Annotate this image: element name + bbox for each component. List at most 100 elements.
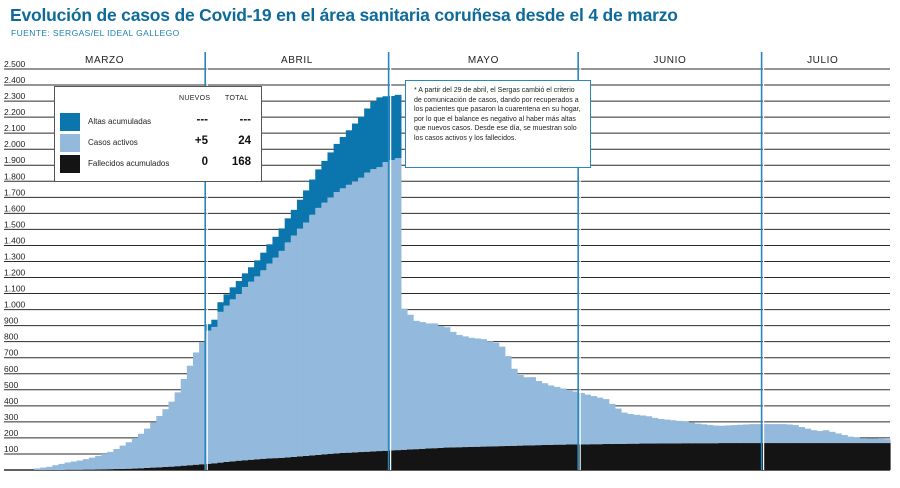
bar-fallecidos bbox=[119, 468, 127, 470]
bar-altas bbox=[290, 209, 298, 236]
bar-activos bbox=[400, 308, 408, 450]
bar-activos bbox=[76, 460, 84, 470]
bar-activos bbox=[351, 181, 359, 453]
legend-col-new: NUEVOS bbox=[179, 95, 211, 102]
bar-fallecidos bbox=[559, 444, 567, 470]
bar-activos bbox=[339, 188, 347, 453]
bar-activos bbox=[462, 336, 469, 448]
bar-activos bbox=[150, 422, 157, 468]
y-axis: 100 200 300 400 500 600 700 800 900 1.000 1.100 1.2… bbox=[4, 59, 26, 454]
y-tick-label: 2.400 bbox=[4, 75, 26, 85]
bar-activos bbox=[572, 391, 579, 445]
legend-box: NUEVOS TOTAL Altas acumuladas --- --- Ca… bbox=[54, 86, 262, 182]
bar-activos bbox=[792, 425, 799, 444]
data-bars bbox=[34, 94, 891, 470]
bar-activos bbox=[443, 327, 451, 448]
bar-fallecidos bbox=[700, 443, 708, 470]
legend-label-fallecidos: Fallecidos acumulados bbox=[88, 159, 170, 168]
bar-activos bbox=[749, 424, 757, 444]
bar-activos bbox=[333, 192, 341, 454]
bar-activos bbox=[437, 325, 445, 448]
bar-fallecidos bbox=[309, 455, 316, 470]
bar-fallecidos bbox=[113, 469, 121, 470]
bar-fallecidos bbox=[370, 451, 377, 470]
bar-fallecidos bbox=[510, 445, 518, 470]
bar-activos bbox=[241, 286, 249, 461]
bar-fallecidos bbox=[620, 443, 628, 470]
legend-row-activos: Casos activos +5 24 bbox=[55, 134, 261, 152]
legend-total-activos: 24 bbox=[238, 135, 251, 147]
y-tick-label: 2.000 bbox=[4, 139, 26, 149]
bar-fallecidos bbox=[321, 454, 329, 470]
bar-fallecidos bbox=[339, 452, 347, 470]
bar-activos bbox=[663, 419, 671, 444]
bar-activos bbox=[82, 459, 90, 470]
bar-fallecidos bbox=[676, 443, 683, 470]
bar-fallecidos bbox=[101, 469, 108, 470]
bar-altas bbox=[272, 236, 280, 258]
bar-activos bbox=[834, 433, 842, 444]
bar-activos bbox=[498, 346, 506, 447]
bar-activos bbox=[284, 242, 292, 458]
bar-activos bbox=[620, 412, 628, 444]
bar-activos bbox=[767, 424, 775, 444]
y-tick-label: 800 bbox=[4, 332, 18, 342]
bar-fallecidos bbox=[388, 450, 396, 470]
bar-fallecidos bbox=[553, 444, 561, 470]
month-label: MAYO bbox=[468, 55, 499, 66]
bar-activos bbox=[822, 430, 830, 444]
bar-activos bbox=[523, 377, 530, 446]
bar-activos bbox=[137, 433, 145, 469]
bar-fallecidos bbox=[437, 447, 445, 470]
bar-fallecidos bbox=[572, 444, 579, 470]
legend-row-fallecidos: Fallecidos acumulados 0 168 bbox=[55, 155, 261, 173]
bar-fallecidos bbox=[125, 468, 133, 470]
bar-fallecidos bbox=[828, 443, 836, 470]
bar-fallecidos bbox=[474, 446, 481, 470]
legend-new-activos: +5 bbox=[194, 135, 208, 147]
bar-fallecidos bbox=[278, 457, 286, 470]
bar-activos bbox=[718, 425, 726, 444]
bar-fallecidos bbox=[688, 443, 695, 470]
bar-fallecidos bbox=[682, 443, 689, 470]
bar-activos bbox=[669, 420, 677, 444]
bar-fallecidos bbox=[651, 443, 659, 470]
bar-fallecidos bbox=[199, 464, 206, 470]
bar-fallecidos bbox=[810, 443, 818, 470]
bar-fallecidos bbox=[156, 467, 163, 470]
bar-activos bbox=[737, 424, 744, 444]
legend-new-fallecidos: 0 bbox=[201, 156, 208, 168]
bar-activos bbox=[260, 270, 267, 459]
bar-activos bbox=[358, 177, 365, 453]
bar-fallecidos bbox=[382, 450, 390, 470]
bar-activos bbox=[425, 323, 433, 449]
bar-fallecidos bbox=[254, 459, 261, 470]
bar-activos bbox=[303, 222, 310, 456]
bar-activos bbox=[382, 162, 390, 451]
month-label: JULIO bbox=[807, 55, 838, 66]
bar-activos bbox=[345, 184, 353, 453]
bar-activos bbox=[883, 439, 891, 444]
bar-activos bbox=[186, 365, 194, 466]
bar-fallecidos bbox=[706, 443, 714, 470]
y-tick-label: 1.400 bbox=[4, 235, 26, 245]
bar-fallecidos bbox=[822, 443, 830, 470]
bar-altas bbox=[260, 252, 267, 271]
bar-altas bbox=[211, 319, 219, 327]
bar-activos bbox=[217, 311, 225, 463]
bar-activos bbox=[254, 276, 261, 460]
bar-activos bbox=[651, 417, 659, 444]
bar-fallecidos bbox=[174, 466, 182, 470]
bar-fallecidos bbox=[333, 453, 341, 470]
y-tick-label: 1.700 bbox=[4, 187, 26, 197]
bar-activos bbox=[657, 418, 665, 444]
bar-activos bbox=[676, 420, 683, 444]
bar-activos bbox=[180, 379, 188, 466]
bar-fallecidos bbox=[327, 453, 335, 470]
bar-fallecidos bbox=[602, 444, 610, 470]
bar-fallecidos bbox=[786, 443, 793, 470]
bar-activos bbox=[455, 334, 463, 448]
bar-fallecidos bbox=[779, 443, 787, 470]
bar-fallecidos bbox=[645, 443, 653, 470]
